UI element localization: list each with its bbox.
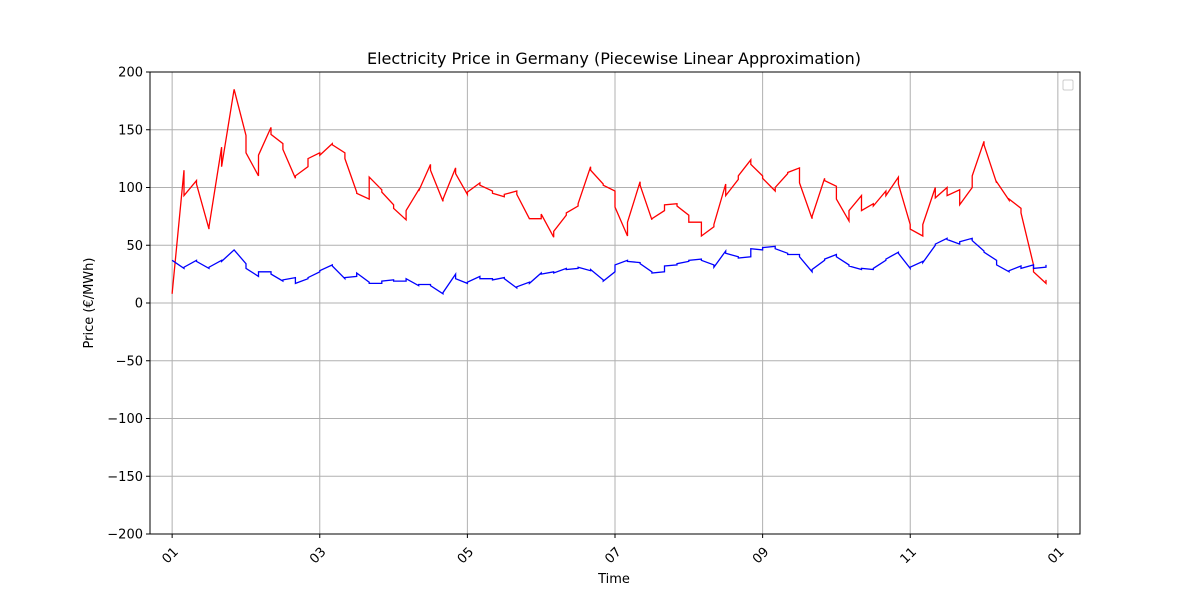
y-tick-label: 100 bbox=[118, 181, 143, 196]
y-tick-label: −150 bbox=[107, 470, 143, 485]
grid bbox=[150, 71, 1080, 535]
y-tick-label: −100 bbox=[107, 412, 143, 427]
y-tick-label: −50 bbox=[116, 354, 143, 369]
legend bbox=[1062, 79, 1074, 91]
y-axis: −200 −150 −100 −50 0 50 100 150 200 bbox=[107, 66, 150, 543]
chart-title: Electricity Price in Germany (Piecewise … bbox=[367, 49, 861, 68]
x-axis-label: Time bbox=[597, 572, 630, 587]
series-line-2 bbox=[171, 237, 1047, 295]
y-axis-label: Price (€/MWh) bbox=[82, 258, 97, 349]
series-line-1 bbox=[171, 89, 1047, 294]
legend-box bbox=[1062, 79, 1074, 91]
y-tick-label: 0 bbox=[135, 297, 143, 312]
series-group bbox=[171, 89, 1047, 295]
y-tick-label: −200 bbox=[107, 528, 143, 543]
y-tick-label: 200 bbox=[118, 66, 143, 81]
y-tick-label: 150 bbox=[118, 123, 143, 138]
y-tick-label: 50 bbox=[126, 239, 143, 254]
